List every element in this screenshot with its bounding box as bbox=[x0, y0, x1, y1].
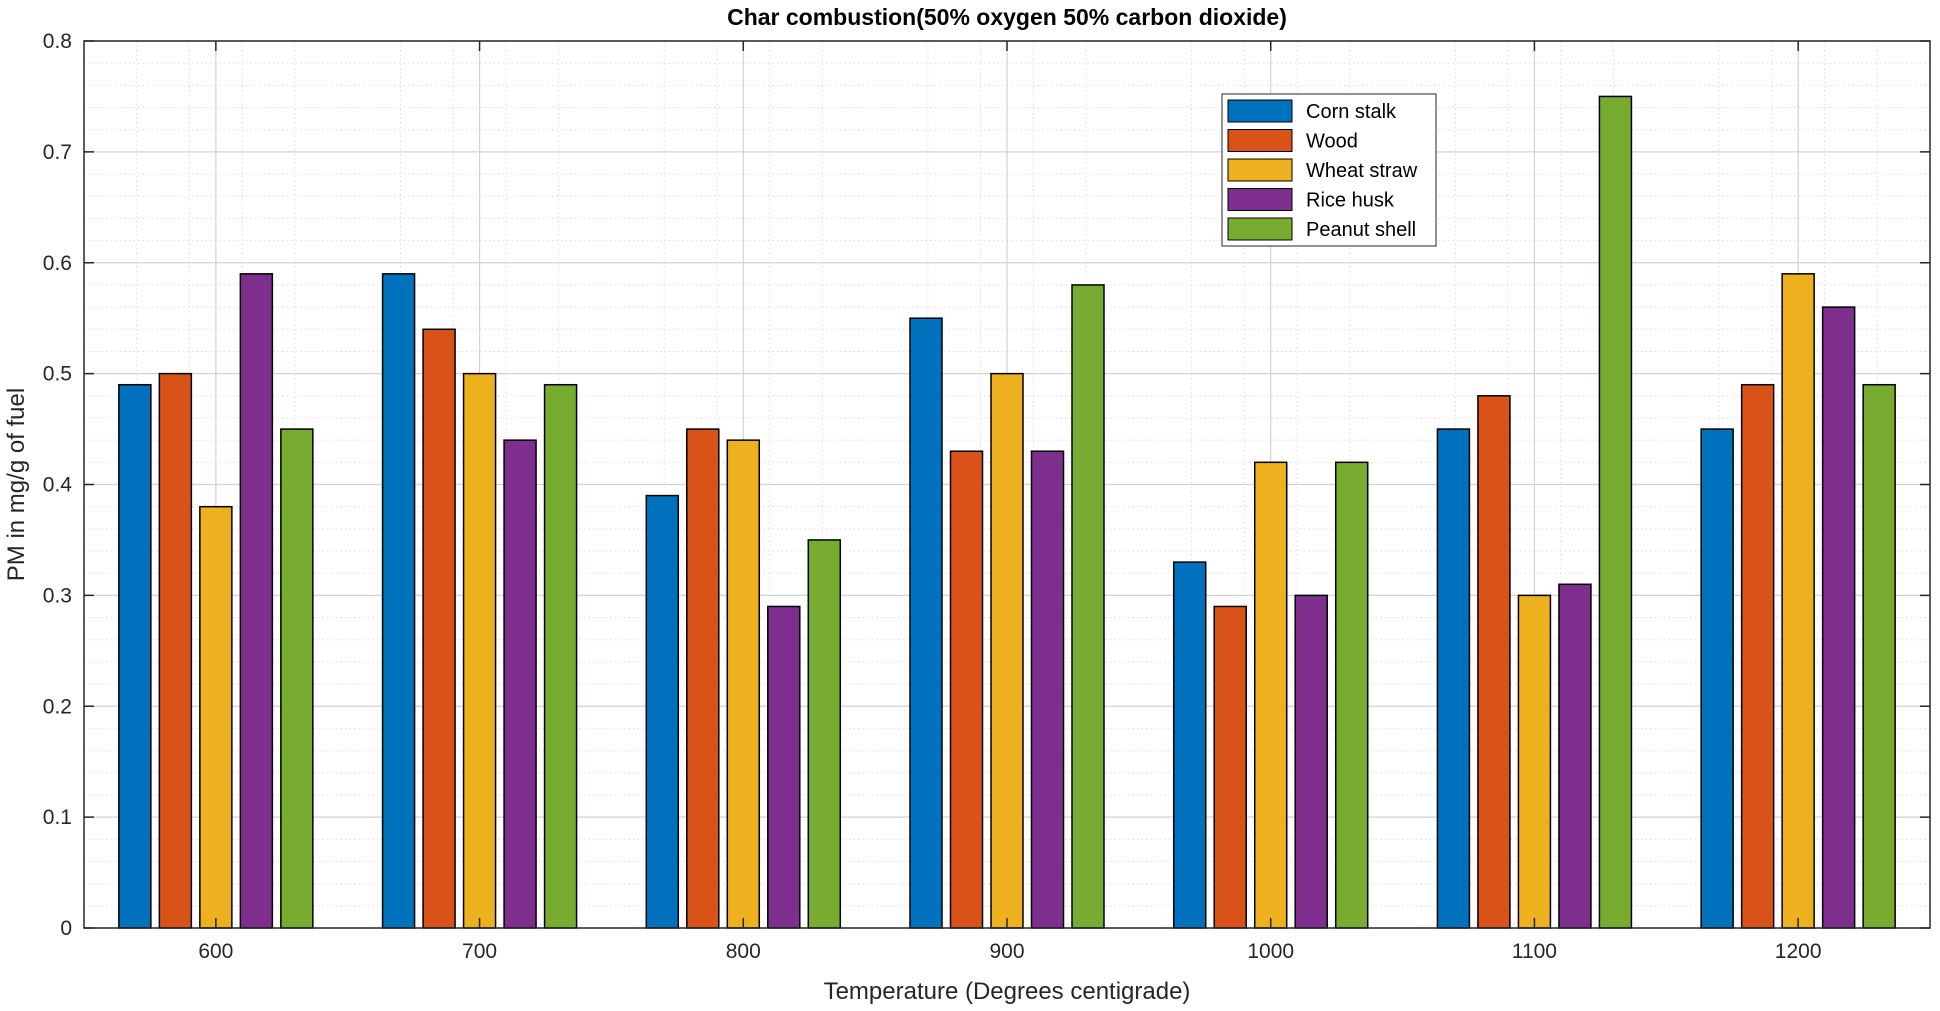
bar-rice-husk-1200 bbox=[1821, 306, 1856, 929]
bar-peanut-shell-700 bbox=[543, 383, 578, 929]
bar-wheat-straw-600 bbox=[199, 505, 233, 929]
bar-wheat-straw-900 bbox=[990, 372, 1024, 929]
bar-wood-900 bbox=[949, 450, 984, 929]
y-axis-title: PM in mg/g of fuel bbox=[3, 388, 30, 581]
x-tick-label: 800 bbox=[726, 940, 761, 963]
y-tick-label: 0.3 bbox=[43, 584, 72, 607]
bar-rice-husk-1000 bbox=[1294, 594, 1328, 929]
bar-peanut-shell-1100 bbox=[1598, 95, 1633, 929]
bar-wheat-straw-800 bbox=[726, 439, 761, 929]
x-tick-label: 700 bbox=[462, 940, 497, 963]
bar-rice-husk-800 bbox=[767, 605, 801, 929]
bars bbox=[118, 95, 1896, 929]
bar-corn-stalk-1000 bbox=[1172, 561, 1207, 929]
bar-corn-stalk-1200 bbox=[1700, 428, 1734, 929]
bar-wood-700 bbox=[422, 328, 456, 929]
bar-wheat-straw-1100 bbox=[1517, 594, 1552, 929]
bar-rice-husk-700 bbox=[503, 439, 537, 929]
legend-label: Wheat straw bbox=[1306, 160, 1418, 182]
y-tick-label: 0.2 bbox=[43, 695, 72, 718]
bar-wood-600 bbox=[158, 372, 193, 929]
bar-corn-stalk-800 bbox=[645, 494, 680, 929]
y-tick-label: 0 bbox=[60, 917, 72, 940]
legend: Corn stalk Wood Wheat straw Rice husk Peanut… bbox=[1221, 93, 1437, 247]
bar-wood-800 bbox=[686, 428, 720, 929]
bar-wheat-straw-1000 bbox=[1253, 461, 1288, 929]
bar-rice-husk-600 bbox=[239, 273, 274, 929]
bar-rice-husk-900 bbox=[1030, 450, 1065, 929]
y-tick-label: 0.4 bbox=[43, 474, 73, 497]
x-tick-label: 1200 bbox=[1775, 940, 1822, 963]
bar-peanut-shell-1000 bbox=[1334, 461, 1369, 929]
x-tick-label: 1000 bbox=[1247, 940, 1294, 963]
legend-swatch bbox=[1227, 129, 1293, 152]
bar-peanut-shell-800 bbox=[807, 539, 842, 929]
axis-ticks: 0 0.1 0.2 0.3 0.4 0.5 0.6 0.7 0.8 600 700 800 900 100… bbox=[43, 30, 1930, 963]
x-tick-label: 900 bbox=[989, 940, 1024, 963]
bar-corn-stalk-600 bbox=[118, 383, 152, 929]
legend-label: Rice husk bbox=[1306, 190, 1395, 212]
bar-corn-stalk-700 bbox=[381, 273, 416, 929]
y-tick-label: 0.1 bbox=[43, 806, 72, 829]
x-tick-label: 600 bbox=[198, 940, 233, 963]
bar-rice-husk-1100 bbox=[1558, 583, 1592, 929]
bar-wheat-straw-700 bbox=[462, 372, 497, 929]
legend-label: Wood bbox=[1306, 131, 1358, 153]
bar-peanut-shell-900 bbox=[1071, 284, 1105, 929]
bar-wood-1100 bbox=[1477, 395, 1511, 929]
y-tick-label: 0.7 bbox=[43, 141, 72, 164]
legend-swatch bbox=[1227, 217, 1293, 241]
legend-swatch bbox=[1227, 188, 1293, 211]
bar-peanut-shell-1200 bbox=[1862, 383, 1896, 929]
bar-corn-stalk-1100 bbox=[1436, 428, 1471, 929]
x-tick-label: 1100 bbox=[1512, 940, 1557, 963]
x-axis-title: Temperature (Degrees centigrade) bbox=[824, 978, 1191, 1005]
bar-wood-1200 bbox=[1740, 383, 1775, 929]
legend-swatch bbox=[1227, 158, 1293, 182]
bar-peanut-shell-600 bbox=[280, 428, 314, 929]
legend-swatch bbox=[1227, 99, 1293, 123]
chart-title: Char combustion(50% oxygen 50% carbon di… bbox=[727, 4, 1287, 30]
y-tick-label: 0.5 bbox=[43, 363, 72, 386]
bar-wood-1000 bbox=[1213, 605, 1247, 929]
y-tick-label: 0.8 bbox=[43, 30, 72, 53]
legend-label: Corn stalk bbox=[1306, 101, 1397, 123]
legend-label: Peanut shell bbox=[1306, 219, 1416, 241]
bar-corn-stalk-900 bbox=[909, 317, 943, 929]
y-tick-label: 0.6 bbox=[43, 252, 72, 275]
bar-wheat-straw-1200 bbox=[1781, 273, 1815, 929]
